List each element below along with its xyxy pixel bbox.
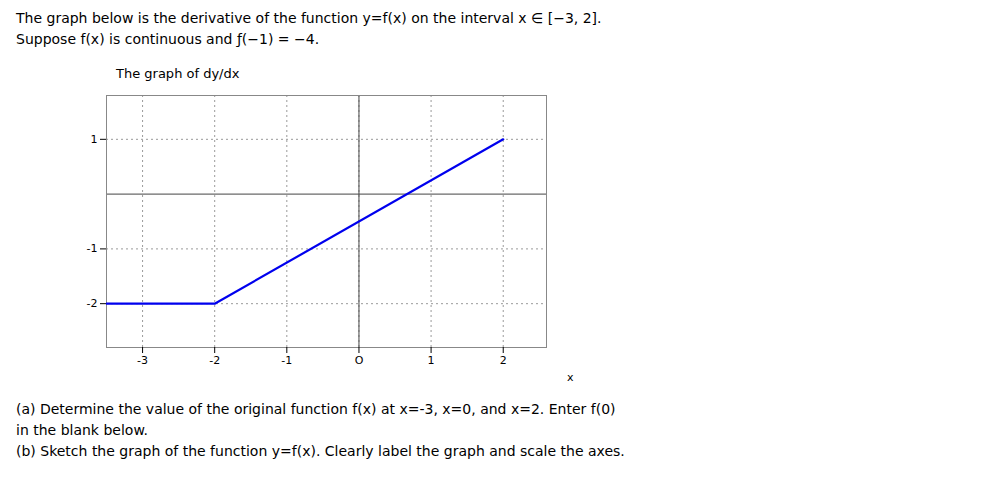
html-text:The graph of dy/dx: The graph of dy/dx (116, 66, 240, 81)
html-text:The graph below is the derivat: The graph below is the derivative of the… (16, 10, 602, 26)
svg-text:-2: -2 (87, 297, 98, 310)
html-text:(b) Sketch the graph of the fu: (b) Sketch the graph of the function y=f… (16, 443, 625, 459)
svg-text:-3: -3 (137, 354, 148, 367)
svg-text:O: O (355, 354, 364, 367)
svg-text:-1: -1 (281, 354, 292, 367)
svg-text:x: x (567, 371, 574, 384)
svg-text:-1: -1 (87, 242, 98, 255)
svg-text:1: 1 (428, 354, 435, 367)
html-text:Suppose f(x) is continuous and: Suppose f(x) is continuous and ƒ(−1) = −… (16, 31, 320, 47)
svg-text:1: 1 (91, 133, 98, 146)
svg-text:-2: -2 (209, 354, 220, 367)
html-text:in the blank below.: in the blank below. (16, 422, 148, 438)
svg-text:2: 2 (500, 354, 507, 367)
html-text:(a) Determine the value of the: (a) Determine the value of the original … (16, 401, 616, 417)
